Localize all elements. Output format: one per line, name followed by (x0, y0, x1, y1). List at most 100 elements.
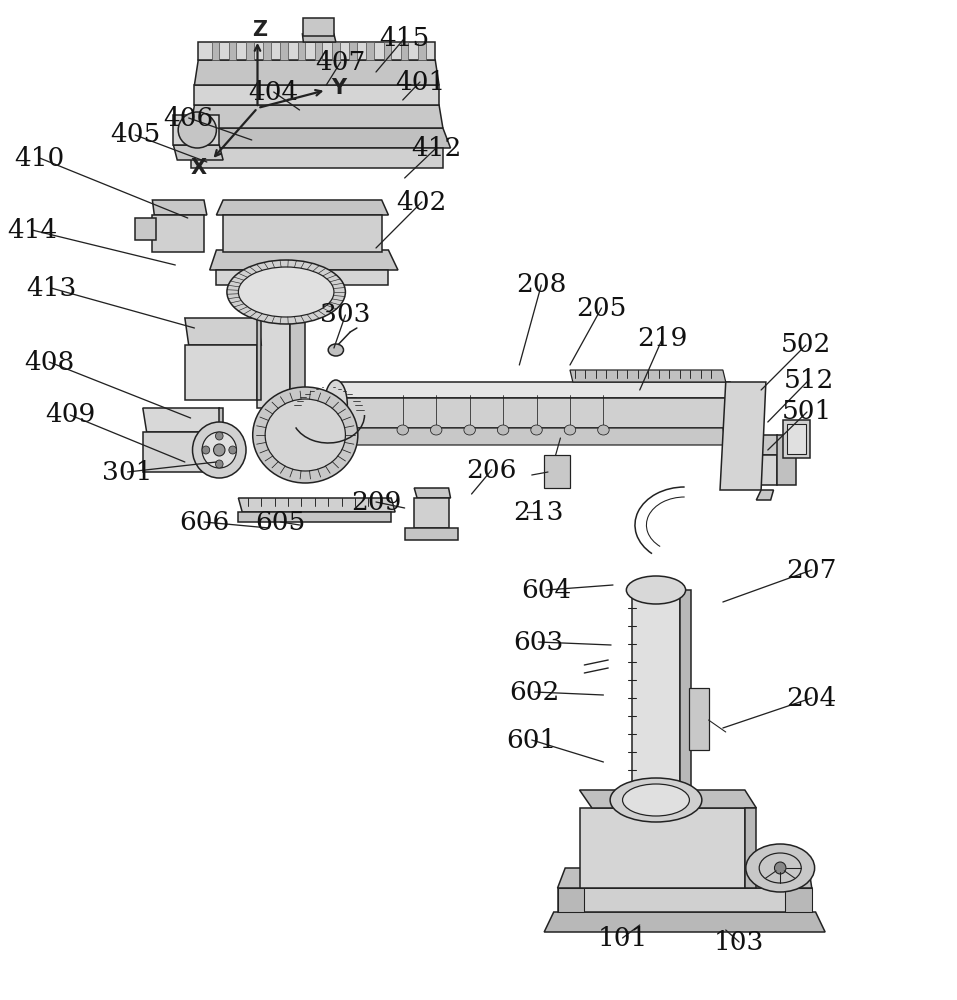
Ellipse shape (229, 446, 236, 454)
Polygon shape (745, 808, 756, 888)
Text: 204: 204 (787, 686, 837, 710)
Polygon shape (223, 215, 382, 252)
Polygon shape (216, 200, 389, 215)
Polygon shape (334, 398, 729, 428)
Text: 605: 605 (256, 510, 305, 534)
Text: Z: Z (252, 20, 267, 40)
Text: 213: 213 (513, 499, 564, 524)
Ellipse shape (431, 425, 442, 435)
Text: 303: 303 (321, 302, 370, 328)
Polygon shape (405, 528, 458, 540)
Polygon shape (198, 42, 435, 60)
Text: Y: Y (331, 78, 346, 98)
Polygon shape (720, 382, 766, 490)
Text: 410: 410 (14, 145, 65, 170)
Text: 606: 606 (179, 510, 229, 534)
Polygon shape (785, 888, 812, 912)
Ellipse shape (774, 862, 786, 874)
Text: 603: 603 (513, 630, 564, 654)
Polygon shape (238, 512, 391, 522)
Text: 602: 602 (509, 680, 560, 704)
Text: 219: 219 (637, 326, 688, 351)
Text: 601: 601 (506, 728, 557, 752)
Polygon shape (545, 912, 825, 932)
Text: 414: 414 (7, 218, 57, 242)
Polygon shape (384, 42, 391, 60)
Polygon shape (756, 490, 773, 500)
Polygon shape (143, 408, 223, 432)
Polygon shape (152, 200, 207, 215)
Text: 206: 206 (466, 458, 517, 483)
Polygon shape (632, 590, 679, 798)
Polygon shape (185, 128, 451, 148)
Polygon shape (238, 498, 395, 512)
Polygon shape (264, 215, 309, 262)
Polygon shape (414, 498, 449, 528)
Bar (303, 18, 334, 36)
Ellipse shape (565, 425, 576, 435)
Polygon shape (570, 370, 725, 382)
Polygon shape (679, 590, 691, 798)
Ellipse shape (397, 425, 409, 435)
Polygon shape (545, 455, 570, 488)
Polygon shape (280, 42, 288, 60)
Ellipse shape (623, 784, 689, 816)
Bar (135, 218, 156, 240)
Polygon shape (194, 85, 439, 105)
Polygon shape (332, 42, 340, 60)
Bar (787, 424, 806, 454)
Polygon shape (580, 808, 745, 888)
Text: 413: 413 (26, 275, 77, 300)
Polygon shape (211, 42, 219, 60)
Polygon shape (558, 868, 812, 888)
Ellipse shape (202, 446, 210, 454)
Text: 407: 407 (316, 49, 366, 75)
Text: 502: 502 (781, 332, 832, 358)
Text: 301: 301 (102, 460, 153, 485)
Ellipse shape (192, 422, 246, 478)
Text: 402: 402 (396, 190, 447, 215)
Polygon shape (219, 408, 223, 472)
Bar (783, 420, 810, 458)
Ellipse shape (202, 432, 236, 468)
Ellipse shape (328, 344, 344, 356)
Ellipse shape (531, 425, 543, 435)
Polygon shape (309, 215, 322, 262)
Text: 401: 401 (395, 70, 445, 95)
Polygon shape (298, 42, 305, 60)
Polygon shape (143, 432, 219, 472)
Ellipse shape (464, 425, 476, 435)
Ellipse shape (238, 267, 334, 317)
Polygon shape (290, 312, 305, 408)
Polygon shape (185, 345, 257, 400)
Ellipse shape (265, 399, 345, 471)
Ellipse shape (215, 432, 223, 440)
Text: 512: 512 (784, 367, 835, 392)
Polygon shape (735, 455, 777, 485)
Polygon shape (216, 270, 389, 285)
Polygon shape (367, 42, 374, 60)
Text: 404: 404 (249, 80, 299, 104)
Polygon shape (190, 105, 443, 128)
Text: 207: 207 (787, 557, 837, 582)
Polygon shape (558, 888, 812, 912)
Text: 408: 408 (24, 350, 75, 374)
Polygon shape (173, 115, 219, 145)
Polygon shape (777, 435, 796, 485)
Polygon shape (558, 888, 585, 912)
Polygon shape (257, 312, 290, 408)
Polygon shape (418, 42, 426, 60)
Polygon shape (210, 250, 398, 270)
Polygon shape (229, 42, 236, 60)
Text: 208: 208 (516, 272, 567, 297)
Polygon shape (185, 318, 261, 345)
Text: 103: 103 (714, 930, 765, 954)
Polygon shape (334, 382, 729, 398)
Ellipse shape (627, 576, 685, 604)
Polygon shape (315, 42, 323, 60)
Text: 405: 405 (110, 122, 161, 147)
Polygon shape (689, 688, 708, 750)
Text: 406: 406 (164, 105, 213, 130)
Ellipse shape (178, 112, 216, 148)
Text: 412: 412 (411, 135, 461, 160)
